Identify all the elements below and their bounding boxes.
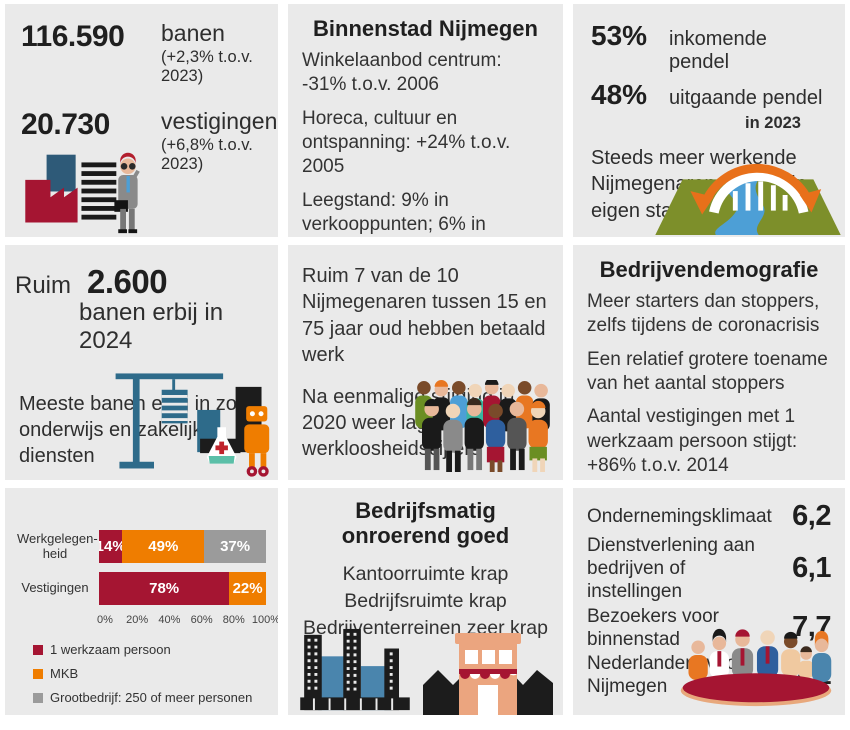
stat-banen: 116.590 banen (+2,3% t.o.v. 2023): [21, 20, 262, 86]
legend-swatch-gray: [33, 692, 43, 703]
legend-label: 1 werkzaam persoon: [50, 642, 171, 657]
pendel-year-note: in 2023: [745, 114, 801, 132]
panel-onroerend-goed: Bedrijfsmatig onroerend goed Kantoorruim…: [288, 488, 563, 715]
legend-item: 1 werkzaam persoon: [33, 642, 266, 657]
x-axis-tick: 60%: [190, 614, 213, 626]
score-value: 6,2: [792, 500, 831, 532]
x-axis-tick: 40%: [158, 614, 181, 626]
grootteklasse-chart: Werkgelegen-heid 14%49%37% Vestigingen 7…: [17, 530, 278, 705]
panel-binnenstad: Binnenstad Nijmegen Winkelaanbod centrum…: [288, 4, 563, 237]
city-skyline-icon: [300, 628, 410, 711]
score-label: Dienstverlening aan bedrijven of instell…: [587, 535, 755, 603]
round-table-meeting-icon: [680, 628, 832, 707]
bar-segment: 49%: [122, 530, 205, 563]
stat-vestigingen: 20.730 vestigingen (+6,8% t.o.v. 2023): [21, 108, 277, 174]
x-axis-tick: 0%: [97, 614, 113, 626]
chart-category-label: Vestigingen: [21, 580, 89, 596]
binnenstad-line: Leegstand: 9% in verkooppunten; 6% in wi…: [302, 189, 486, 235]
pendel-inkomend: 53% inkomende pendel: [591, 20, 827, 74]
table-people: [688, 628, 832, 682]
bedrijvendemografie-line: Aantal vestigingen met 1 werkzaam persoo…: [587, 406, 798, 476]
chart-x-axis: 0% 20% 40% 60% 80% 100%: [97, 614, 278, 628]
inkomend-label: inkomende pendel: [669, 28, 767, 73]
chart-category-label: Werkgelegen-heid: [17, 530, 98, 561]
banen-label: banen: [161, 20, 225, 46]
vestigingen-label: vestigingen: [161, 108, 278, 134]
inkomend-value: 53%: [591, 20, 648, 51]
score-row-dienstverlening: Dienstverlening aan bedrijven of instell…: [587, 534, 831, 604]
score-value: 6,1: [792, 552, 831, 585]
panel-banen-groei: Ruim 2.600 banen erbij in 2024 Meeste ba…: [5, 245, 278, 480]
chart-legend: 1 werkzaam persoon MKB Grootbedrijf: 250…: [33, 642, 266, 705]
banen-value: 116.590: [21, 20, 125, 53]
panel-grootteklasse-chart: Werkgelegen-heid 14%49%37% Vestigingen 7…: [5, 488, 278, 715]
panel-werkzaamheid: Ruim 7 van de 10 Nijmegenaren tussen 15 …: [288, 245, 563, 480]
bedrijvendemografie-line: Een relatief grotere toename van het aan…: [587, 348, 828, 394]
legend-label: Grootbedrijf: 250 of meer personen: [50, 690, 253, 705]
binnenstad-line: Winkelaanbod centrum: -31% t.o.v. 2006: [302, 50, 502, 96]
onroerend-goed-line: Kantoorruimte krap: [342, 562, 509, 585]
chart-row-werkgelegenheid: Werkgelegen-heid 14%49%37%: [17, 530, 266, 563]
banen-groei-suffix: banen erbij in 2024: [79, 299, 224, 354]
legend-swatch-crimson: [33, 644, 43, 655]
binnenstad-title: Binnenstad Nijmegen: [313, 16, 538, 41]
bar-segment: 14%: [99, 530, 123, 563]
panel-pendel: 53% inkomende pendel 48% uitgaande pende…: [573, 4, 845, 237]
onroerend-goed-title: Bedrijfsmatig onroerend goed: [341, 498, 510, 549]
panel-kerncijfers: 116.590 banen (+2,3% t.o.v. 2023) 20.730…: [5, 4, 278, 237]
x-axis-tick: 100%: [251, 614, 278, 626]
bridge-commute-icon: [655, 163, 841, 235]
panel-bedrijvendemografie: Bedrijvendemografie Meer starters dan st…: [573, 245, 845, 480]
banen-groei-value: 2.600: [87, 263, 168, 300]
pendel-uitgaand: 48% uitgaande pendel: [591, 79, 827, 111]
onroerend-goed-line: Bedrijfsruimte krap: [344, 589, 507, 612]
banen-groei-prefix: Ruim: [15, 272, 72, 299]
banen-groei-text: Meeste banen erbij in zorg, onderwijs en…: [19, 393, 261, 467]
construction-crane-icon: [115, 373, 270, 477]
uitgaand-label: uitgaande pendel: [669, 87, 823, 109]
legend-label: MKB: [50, 666, 79, 681]
bar-vestigingen: 78% 22%: [99, 572, 266, 605]
banen-delta: (+2,3% t.o.v. 2023): [161, 48, 253, 85]
uitgaand-value: 48%: [591, 79, 648, 110]
bar-segment: 37%: [204, 530, 266, 563]
score-label: Bezoekers voor binnenstad: [587, 605, 720, 650]
bar-werkgelegenheid: 14%49%37%: [99, 530, 266, 563]
shop-icon: [423, 633, 553, 715]
crowd-front-row: [421, 397, 548, 472]
score-label: Ondernemingsklimaat: [587, 505, 772, 527]
factory-worker-icon: [25, 152, 140, 234]
legend-item: MKB: [33, 666, 266, 681]
werkzaamheid-line: Ruim 7 van de 10 Nijmegenaren tussen 15 …: [302, 265, 547, 367]
bedrijvendemografie-line: Meer starters dan stoppers, zelfs tijden…: [587, 291, 820, 337]
vestigingen-value: 20.730: [21, 108, 110, 141]
score-row-ondernemingsklimaat: Ondernemingsklimaat 6,2: [587, 500, 831, 533]
chart-row-vestigingen: Vestigingen 78% 22%: [17, 572, 266, 605]
vestigingen-delta: (+6,8% t.o.v. 2023): [161, 136, 253, 173]
panel-waardering: Ondernemingsklimaat 6,2 Dienstverlening …: [573, 488, 845, 715]
bar-segment: 78%: [99, 572, 230, 605]
bedrijvendemografie-title: Bedrijvendemografie: [599, 257, 819, 282]
x-axis-tick: 80%: [222, 614, 245, 626]
legend-swatch-orange: [33, 668, 43, 679]
infographic-grid: 116.590 banen (+2,3% t.o.v. 2023) 20.730…: [5, 4, 845, 715]
x-axis-tick: 20%: [126, 614, 149, 626]
crowd-icon: [415, 380, 550, 472]
legend-item: Grootbedrijf: 250 of meer personen: [33, 690, 266, 705]
binnenstad-line: Horeca, cultuur en ontspanning: +24% t.o…: [302, 107, 511, 178]
bar-segment: 22%: [229, 572, 266, 605]
